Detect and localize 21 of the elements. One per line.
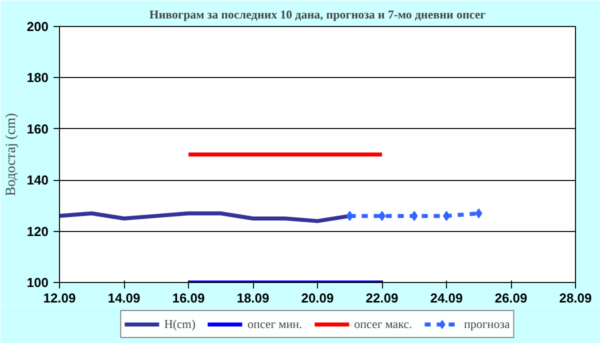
y-tick-label: 120	[26, 224, 49, 239]
x-tick-label: 26.09	[494, 290, 528, 306]
x-tick-label: 16.09	[172, 290, 205, 306]
x-tick-label: 28.09	[559, 290, 592, 306]
chart-title: Нивограм за последних 10 дана, прогноза и 7-мо дневни опсег	[149, 8, 486, 22]
x-tick-label: 12.09	[43, 290, 76, 306]
y-tick-label: 180	[26, 70, 49, 86]
y-tick-label: 100	[26, 275, 49, 290]
legend-label: опсег макс.	[354, 316, 412, 332]
y-tick-label: 140	[26, 172, 49, 188]
x-tick-label: 24.09	[430, 290, 463, 306]
x-tick-label: 18.09	[236, 290, 270, 306]
y-tick-label: 160	[26, 121, 49, 136]
legend-label: опсег мин.	[248, 316, 302, 332]
legend-label: H(cm)	[164, 316, 196, 332]
x-tick-label: 22.09	[366, 290, 398, 306]
y-axis-title: Водостај (cm)	[4, 112, 19, 196]
y-tick-label: 200	[26, 19, 49, 34]
legend-label: прогноза	[464, 316, 510, 332]
x-tick-label: 14.09	[108, 290, 140, 306]
x-tick-label: 20.09	[301, 290, 334, 306]
